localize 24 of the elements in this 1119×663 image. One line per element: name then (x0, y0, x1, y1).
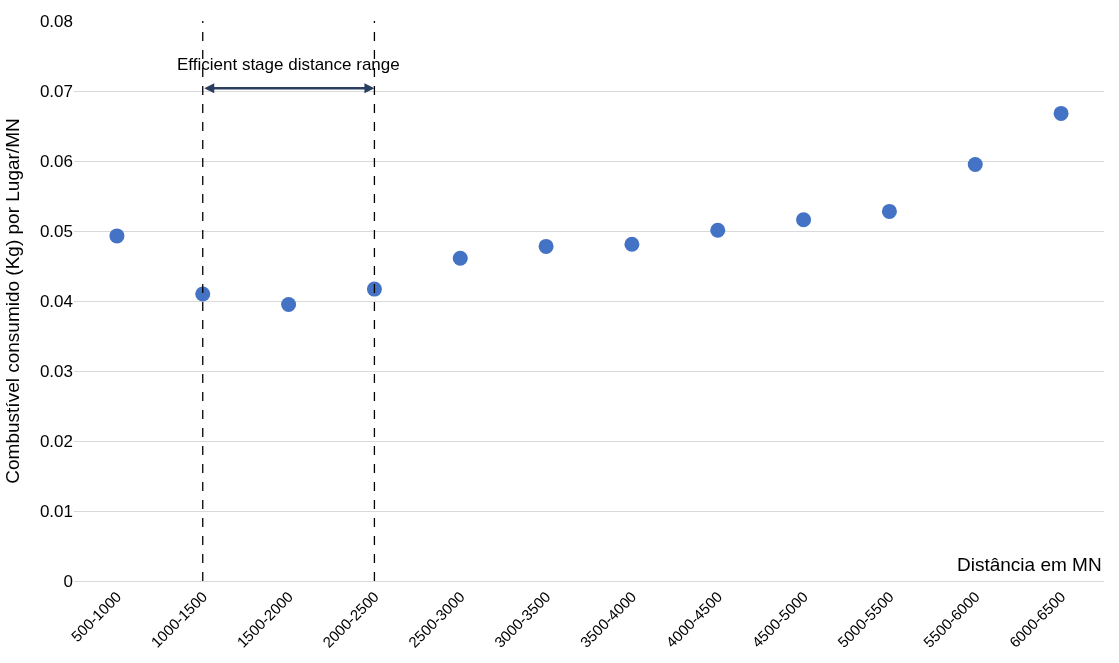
point (624, 236, 640, 252)
y-tick-label: 0.01 (39, 501, 73, 521)
point (1053, 105, 1069, 121)
point (796, 212, 812, 228)
point (452, 250, 468, 266)
annotation: Efficient stage distance range (177, 55, 400, 74)
point (710, 222, 726, 238)
point (281, 297, 297, 312)
y-tick-label: 0 (63, 571, 73, 591)
point (881, 203, 897, 219)
point (366, 281, 382, 297)
x-axis-title: Distância em MN (957, 554, 1102, 575)
y-tick-label: 0.06 (39, 151, 73, 171)
y-tick-label: 0.07 (39, 81, 73, 101)
point (195, 286, 211, 302)
y-tick-label: 0.03 (39, 361, 73, 381)
y-tick-label: 0.08 (39, 11, 73, 31)
y-tick-label: 0.02 (39, 431, 73, 451)
point (109, 228, 125, 244)
point (967, 157, 983, 172)
y-axis-title: Combustível consumido (Kg) por Lugar/MN (1, 118, 23, 484)
y-tick-label: 0.04 (39, 291, 73, 311)
point (538, 238, 554, 254)
y-tick-label: 0.05 (39, 221, 73, 241)
